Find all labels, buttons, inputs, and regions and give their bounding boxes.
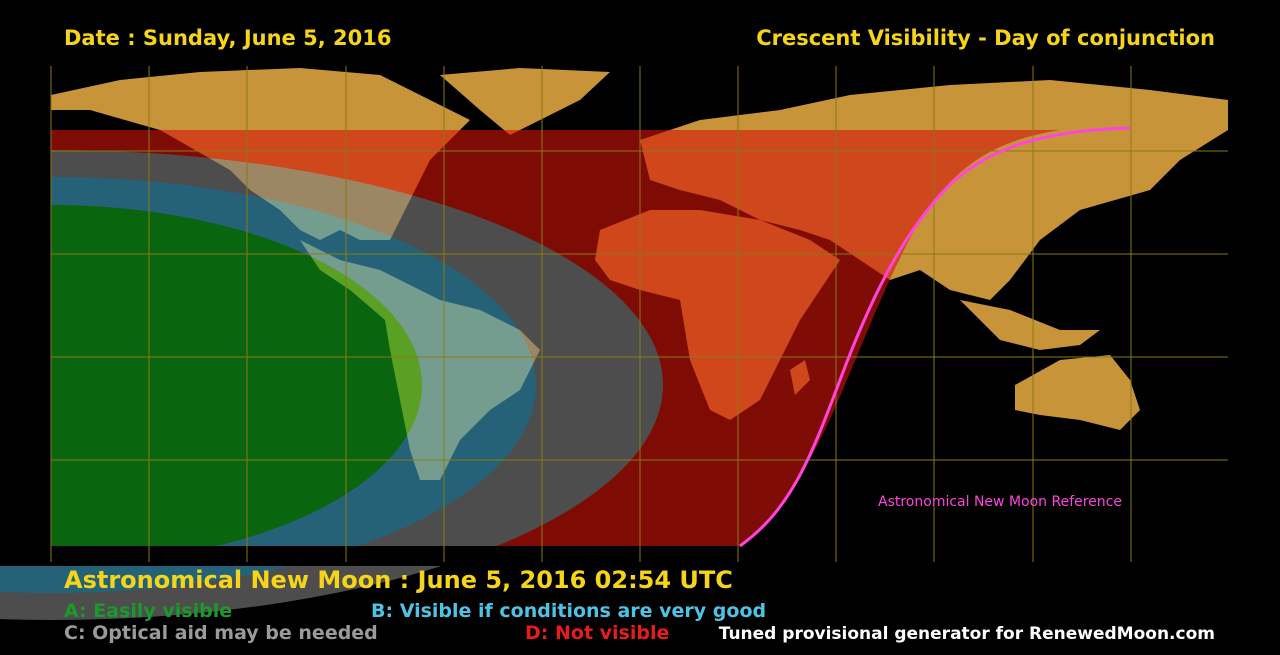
new-moon-time: Astronomical New Moon : June 5, 2016 02:… [64, 566, 733, 594]
legend-b: B: Visible if conditions are very good [371, 600, 766, 622]
graticule [50, 66, 1228, 562]
legend-a: A: Easily visible [64, 600, 232, 622]
zone-a [0, 205, 422, 565]
legend-d: D: Not visible [525, 622, 669, 644]
map-mask [0, 0, 51, 546]
new-moon-curve [739, 126, 1131, 548]
date: Date : Sunday, June 5, 2016 [64, 26, 391, 50]
legend-c: C: Optical aid may be needed [64, 622, 378, 644]
title: Crescent Visibility - Day of conjunction [756, 26, 1215, 50]
curve-label: Astronomical New Moon Reference [878, 494, 1122, 510]
credit: Tuned provisional generator for RenewedM… [719, 624, 1215, 644]
visibility-zones [0, 130, 1060, 620]
